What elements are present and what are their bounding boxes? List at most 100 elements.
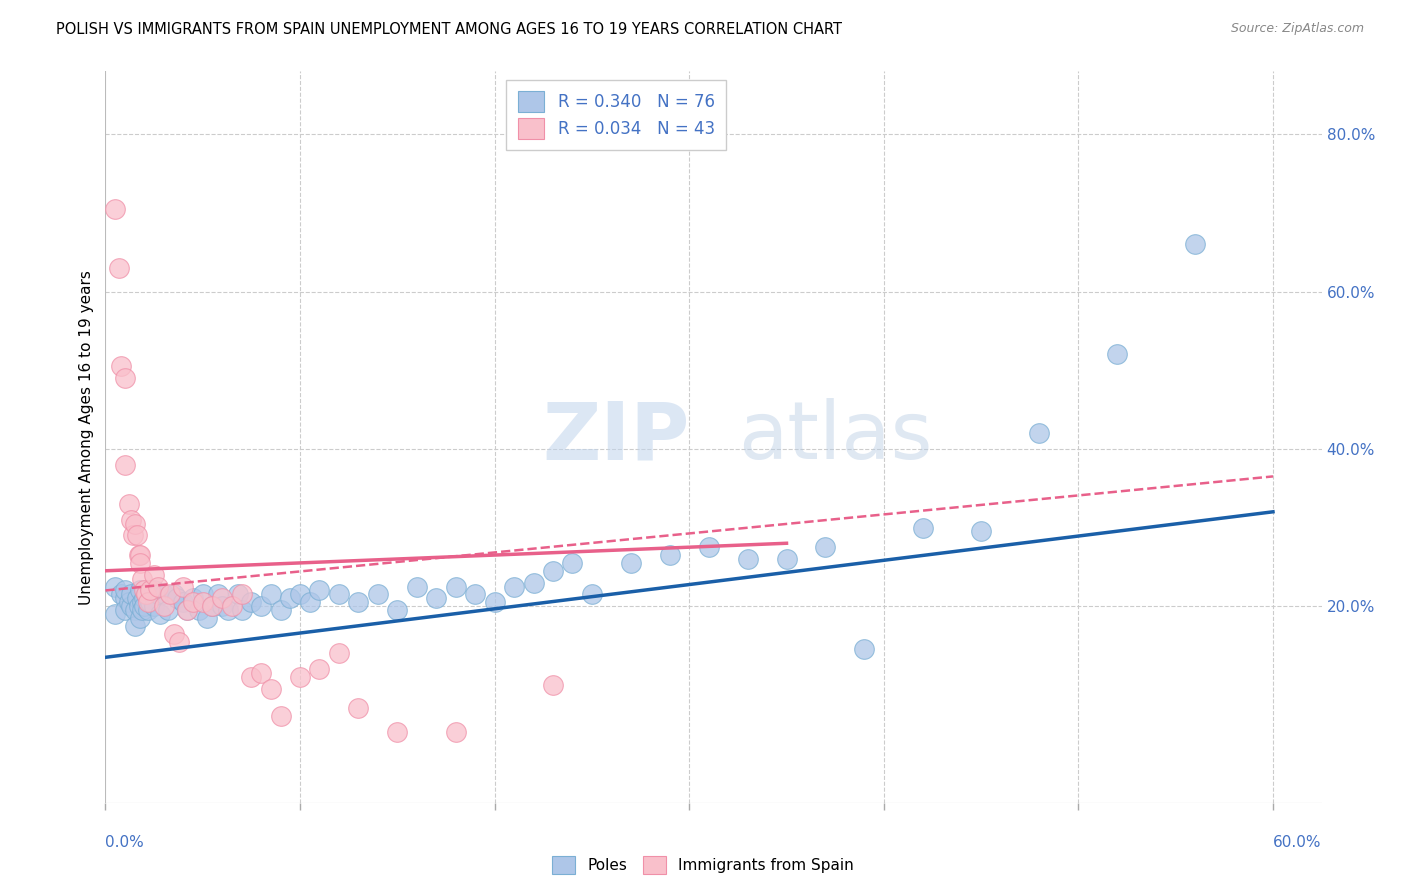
Point	[114, 591, 136, 606]
Point	[128, 599, 150, 614]
Point	[1184, 237, 1206, 252]
Point	[134, 591, 156, 606]
Point	[131, 603, 153, 617]
Point	[139, 583, 162, 598]
Point	[207, 587, 229, 601]
Point	[195, 611, 218, 625]
Point	[121, 528, 143, 542]
Point	[250, 599, 273, 614]
Point	[425, 591, 447, 606]
Point	[172, 580, 194, 594]
Point	[541, 678, 564, 692]
Point	[120, 587, 142, 601]
Y-axis label: Unemployment Among Ages 16 to 19 years: Unemployment Among Ages 16 to 19 years	[79, 269, 94, 605]
Point	[444, 725, 467, 739]
Point	[201, 599, 224, 614]
Point	[136, 603, 159, 617]
Point	[814, 540, 837, 554]
Point	[347, 595, 370, 609]
Point	[124, 603, 146, 617]
Point	[464, 587, 486, 601]
Point	[181, 595, 204, 609]
Point	[240, 595, 263, 609]
Point	[288, 587, 311, 601]
Point	[104, 580, 127, 594]
Point	[114, 458, 136, 472]
Point	[191, 595, 214, 609]
Point	[118, 497, 141, 511]
Point	[136, 595, 159, 609]
Point	[231, 603, 253, 617]
Point	[328, 587, 350, 601]
Point	[146, 587, 169, 601]
Point	[153, 599, 176, 614]
Point	[298, 595, 321, 609]
Point	[270, 709, 292, 723]
Point	[129, 611, 152, 625]
Point	[135, 587, 157, 601]
Point	[288, 670, 311, 684]
Text: 0.0%: 0.0%	[105, 836, 145, 850]
Point	[250, 666, 273, 681]
Point	[110, 587, 132, 601]
Point	[162, 626, 184, 640]
Point	[153, 587, 176, 601]
Point	[125, 528, 148, 542]
Point	[347, 701, 370, 715]
Point	[260, 587, 283, 601]
Point	[159, 587, 181, 601]
Point	[970, 524, 993, 539]
Point	[278, 591, 301, 606]
Point	[775, 552, 797, 566]
Point	[166, 591, 188, 606]
Point	[620, 556, 643, 570]
Point	[387, 603, 409, 617]
Point	[125, 591, 148, 606]
Point	[129, 556, 152, 570]
Point	[367, 587, 389, 601]
Point	[124, 516, 146, 531]
Point	[522, 575, 544, 590]
Point	[143, 583, 166, 598]
Point	[128, 548, 150, 562]
Point	[110, 359, 132, 374]
Point	[581, 587, 603, 601]
Point	[134, 583, 156, 598]
Point	[114, 583, 136, 598]
Point	[231, 587, 253, 601]
Point	[104, 202, 127, 216]
Point	[853, 642, 876, 657]
Point	[129, 548, 152, 562]
Point	[211, 599, 233, 614]
Point	[134, 599, 156, 614]
Point	[444, 580, 467, 594]
Point	[201, 599, 224, 614]
Point	[181, 591, 204, 606]
Point	[104, 607, 127, 621]
Point	[217, 603, 239, 617]
Point	[541, 564, 564, 578]
Point	[146, 580, 169, 594]
Point	[120, 599, 142, 614]
Point	[131, 595, 153, 609]
Point	[240, 670, 263, 684]
Point	[149, 607, 172, 621]
Point	[658, 548, 681, 562]
Point	[211, 591, 233, 606]
Text: 60.0%: 60.0%	[1274, 836, 1322, 850]
Point	[561, 556, 583, 570]
Text: Source: ZipAtlas.com: Source: ZipAtlas.com	[1230, 22, 1364, 36]
Point	[221, 599, 243, 614]
Point	[191, 587, 214, 601]
Point	[328, 646, 350, 660]
Point	[308, 583, 330, 598]
Point	[108, 260, 131, 275]
Point	[114, 371, 136, 385]
Point	[308, 662, 330, 676]
Point	[697, 540, 720, 554]
Point	[405, 580, 427, 594]
Point	[1028, 426, 1050, 441]
Point	[387, 725, 409, 739]
Point	[484, 595, 506, 609]
Point	[169, 634, 191, 648]
